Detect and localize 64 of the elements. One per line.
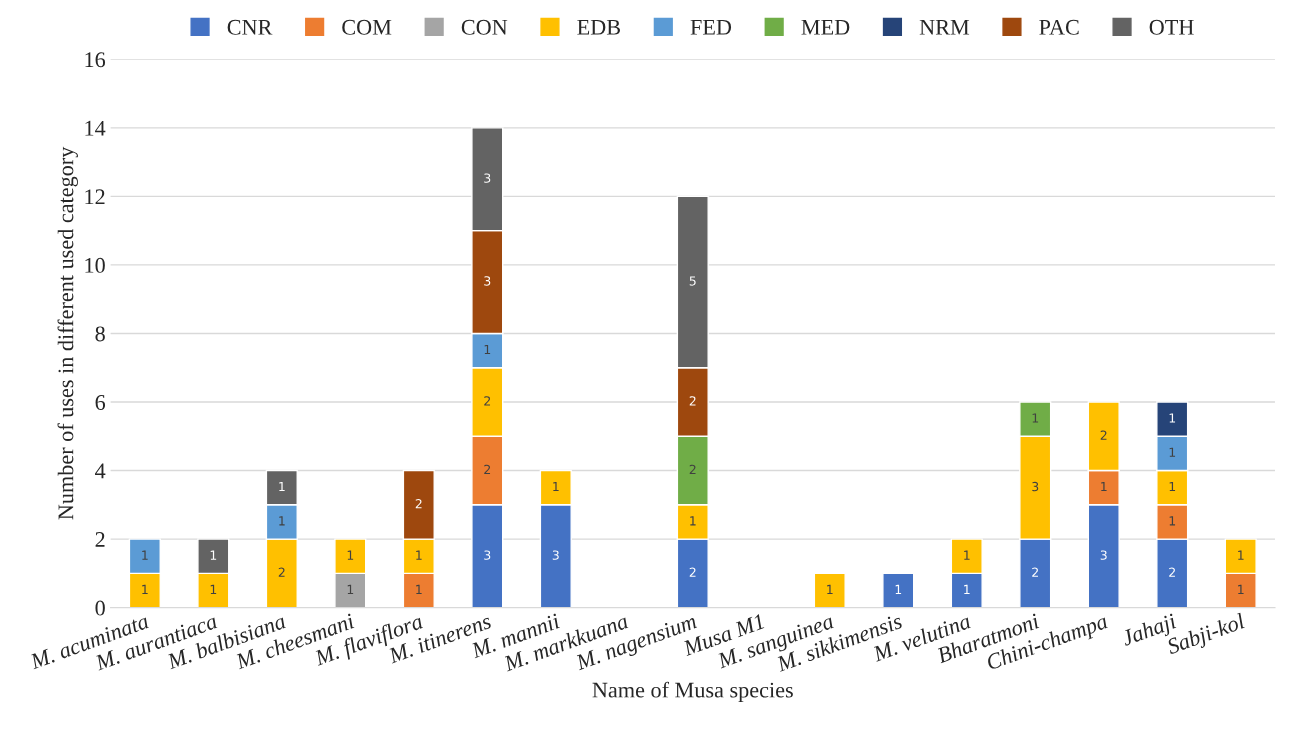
data-label: 2 xyxy=(484,464,491,474)
data-label: 3 xyxy=(484,550,491,560)
legend-label: EDB xyxy=(577,20,620,35)
data-label: 1 xyxy=(142,584,148,594)
data-label: 1 xyxy=(1101,482,1107,492)
legend-label: NRM xyxy=(919,20,970,35)
data-label: 2 xyxy=(689,567,696,577)
legend-label: CNR xyxy=(227,19,273,35)
data-label: 3 xyxy=(484,276,491,286)
data-label: 1 xyxy=(416,584,422,594)
data-label: 5 xyxy=(689,276,696,286)
data-label: 1 xyxy=(1238,550,1244,560)
legend-label: PAC xyxy=(1039,19,1079,35)
data-label: 1 xyxy=(1169,447,1176,457)
y-tick-label: 8 xyxy=(95,326,105,342)
data-label: 1 xyxy=(416,550,422,560)
data-label: 1 xyxy=(347,584,354,594)
data-label: 1 xyxy=(210,584,217,594)
data-label: 3 xyxy=(1100,550,1107,560)
y-tick-label: 6 xyxy=(95,394,106,410)
y-tick-label: 4 xyxy=(95,463,106,479)
data-label: 1 xyxy=(964,584,970,594)
data-label: 2 xyxy=(1032,567,1038,577)
y-axis-title: Number of uses in different used category xyxy=(57,146,78,520)
data-label: 1 xyxy=(279,516,285,526)
data-label: 1 xyxy=(484,344,491,355)
legend-label: CON xyxy=(461,19,508,35)
data-label: 2 xyxy=(689,464,696,474)
data-label: 1 xyxy=(347,550,354,560)
data-label: 1 xyxy=(1032,413,1039,423)
data-label: 3 xyxy=(484,173,491,183)
data-label: 1 xyxy=(827,584,833,594)
data-label: 2 xyxy=(1169,567,1175,577)
data-label: 3 xyxy=(1032,481,1039,492)
data-label: 2 xyxy=(415,498,422,509)
legend-label: MED xyxy=(801,20,850,35)
data-label: 1 xyxy=(1169,516,1176,526)
data-label: 1 xyxy=(690,516,696,526)
data-label: 2 xyxy=(689,396,696,406)
data-label: 2 xyxy=(1100,430,1107,440)
y-tick-label: 14 xyxy=(85,120,106,136)
data-label: 1 xyxy=(1238,584,1244,594)
y-tick-label: 16 xyxy=(85,52,106,68)
x-axis-title: Name of Musa species xyxy=(592,681,793,703)
data-label: 1 xyxy=(210,550,217,560)
data-label: 3 xyxy=(552,550,559,560)
data-label: 1 xyxy=(142,550,148,560)
y-tick-label: 0 xyxy=(95,600,105,616)
data-label: 2 xyxy=(484,396,491,406)
data-label: 1 xyxy=(1169,413,1176,423)
data-label: 1 xyxy=(895,584,902,594)
data-label: 1 xyxy=(553,482,559,492)
data-label: 1 xyxy=(964,550,970,560)
bar xyxy=(813,572,846,608)
y-tick-label: 12 xyxy=(85,189,105,205)
data-label: 1 xyxy=(1169,482,1176,492)
legend-label: OTH xyxy=(1149,19,1194,35)
legend-label: COM xyxy=(342,19,392,35)
data-label: 2 xyxy=(278,567,285,577)
y-tick-label: 10 xyxy=(85,257,105,273)
y-tick-label: 2 xyxy=(95,532,105,547)
bar xyxy=(882,572,915,608)
legend-label: FED xyxy=(690,20,732,35)
data-label: 1 xyxy=(279,482,285,492)
